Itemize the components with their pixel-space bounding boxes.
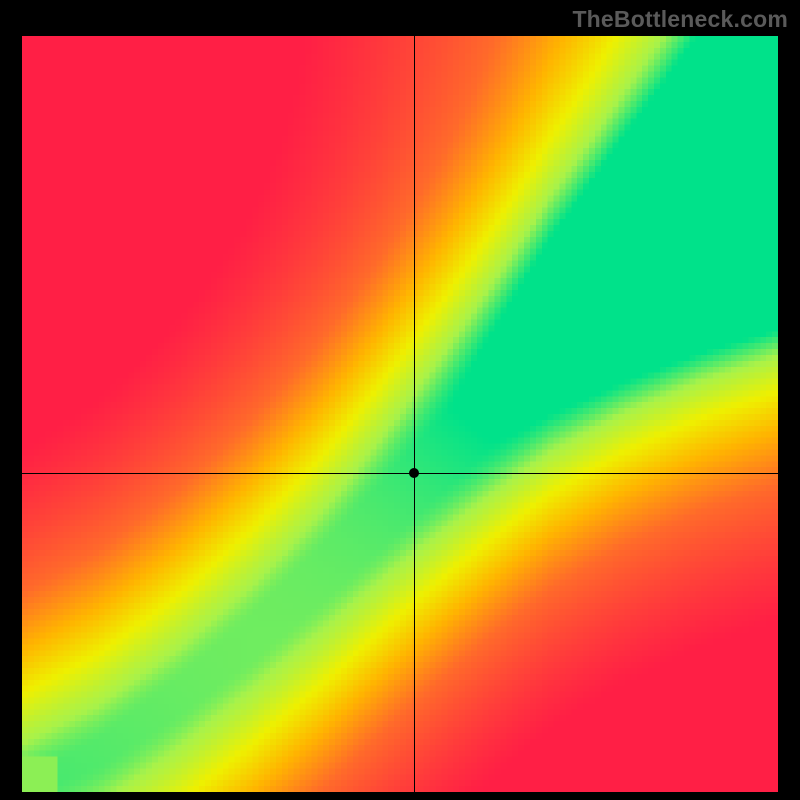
crosshair-marker (409, 468, 419, 478)
crosshair-vertical (414, 36, 415, 792)
chart-container: TheBottleneck.com (0, 0, 800, 800)
heatmap-canvas (22, 36, 778, 792)
crosshair-horizontal (22, 473, 778, 474)
watermark-text: TheBottleneck.com (572, 6, 788, 33)
